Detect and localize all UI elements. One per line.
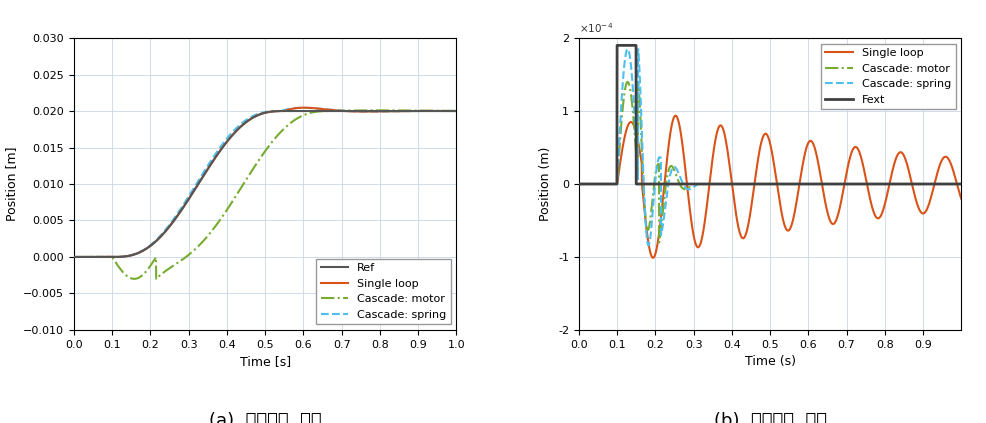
- Cascade: motor: (0.158, -0.003): motor: (0.158, -0.003): [128, 276, 140, 281]
- Cascade: spring: (1, 0): spring: (1, 0): [955, 181, 967, 187]
- Line: Cascade: spring: Cascade: spring: [579, 49, 961, 245]
- Single loop: [451, 108, 462, 113]
- Single loop: [68, 254, 80, 259]
- X-axis label: Time (s): Time (s): [744, 355, 796, 368]
- Line: Cascade: motor: Cascade: motor: [74, 110, 457, 279]
- Cascade: spring: (0.599, 0.0204): spring: (0.599, 0.0204): [297, 105, 309, 110]
- Ref: [298, 108, 310, 113]
- Fext: [607, 181, 619, 187]
- Cascade: motor: (1, 0): motor: (1, 0): [955, 181, 967, 187]
- Cascade: motor: (0.372, 0): motor: (0.372, 0): [716, 181, 728, 187]
- Single loop: [89, 254, 101, 259]
- Single loop: [210, 154, 222, 159]
- Cascade: motor: (0, 0): motor: (0, 0): [68, 254, 80, 259]
- Single loop: [383, 109, 394, 114]
- Cascade: motor: (0.602, 0): motor: (0.602, 0): [804, 181, 815, 187]
- Ref: [77, 254, 89, 259]
- Y-axis label: Position (m): Position (m): [539, 147, 552, 221]
- Cascade: motor: (0.0225, 0): motor: (0.0225, 0): [77, 254, 89, 259]
- Cascade: motor: (0.054, 0): motor: (0.054, 0): [594, 181, 605, 187]
- X-axis label: Time [s]: Time [s]: [240, 355, 291, 368]
- Cascade: motor: (0.824, 0): motor: (0.824, 0): [888, 181, 900, 187]
- Cascade: spring: (0.128, 0.000185): spring: (0.128, 0.000185): [622, 47, 634, 52]
- Single loop: [77, 254, 89, 259]
- Legend: Ref, Single loop, Cascade: motor, Cascade: spring: Ref, Single loop, Cascade: motor, Cascad…: [317, 259, 451, 324]
- Single loop: [103, 254, 114, 259]
- Ref: [278, 108, 290, 113]
- Fext: [611, 43, 623, 48]
- Cascade: spring: (0.602, 0): spring: (0.602, 0): [804, 181, 815, 187]
- Single loop: [804, 139, 815, 144]
- Line: Cascade: spring: Cascade: spring: [74, 108, 457, 257]
- Fext: [573, 181, 585, 187]
- Cascade: spring: (1, 0.02): spring: (1, 0.02): [451, 108, 462, 113]
- Fext: [955, 181, 967, 187]
- Cascade: spring: (0, 0): spring: (0, 0): [573, 181, 585, 187]
- Ref: [103, 254, 114, 259]
- Fext: [888, 181, 900, 187]
- Ref: [451, 108, 462, 113]
- Cascade: motor: (0.128, 0.00014): motor: (0.128, 0.00014): [622, 80, 634, 85]
- Cascade: motor: (0.372, 0.00436): motor: (0.372, 0.00436): [210, 222, 222, 228]
- Line: Fext: Fext: [579, 45, 961, 184]
- Text: (b)  외란제거  성능: (b) 외란제거 성능: [714, 412, 826, 423]
- Cascade: motor: (1, 0.02): motor: (1, 0.02): [451, 108, 462, 113]
- Single loop: [647, 255, 659, 260]
- Line: Single loop: Single loop: [579, 115, 961, 258]
- Single loop: [888, 162, 900, 167]
- Single loop: [594, 181, 605, 187]
- Cascade: motor: (0, 0): motor: (0, 0): [573, 181, 585, 187]
- Text: $\times$10$^{-4}$: $\times$10$^{-4}$: [579, 21, 613, 35]
- Single loop: [298, 105, 310, 110]
- Line: Cascade: motor: Cascade: motor: [579, 82, 961, 242]
- Cascade: motor: (0.21, -8e-05): motor: (0.21, -8e-05): [654, 240, 666, 245]
- Cascade: spring: (0.089, 0): spring: (0.089, 0): [607, 181, 619, 187]
- Cascade: motor: (0.824, 0.0201): motor: (0.824, 0.0201): [384, 108, 395, 113]
- Cascade: spring: (0.372, 0): spring: (0.372, 0): [716, 181, 728, 187]
- Cascade: spring: (0.602, 0.0204): spring: (0.602, 0.0204): [298, 105, 310, 110]
- Cascade: spring: (0.182, -8.4e-05): spring: (0.182, -8.4e-05): [643, 243, 655, 248]
- Fext: [715, 181, 727, 187]
- Single loop: [573, 181, 585, 187]
- Ref: [68, 254, 80, 259]
- Cascade: spring: (0.371, 0.0142): spring: (0.371, 0.0142): [210, 151, 222, 156]
- Ref: [210, 154, 222, 159]
- Cascade: motor: (0.054, 0): motor: (0.054, 0): [89, 254, 101, 259]
- Cascade: motor: (0.089, 0): motor: (0.089, 0): [103, 254, 114, 259]
- Single loop: [955, 196, 967, 201]
- Ref: [383, 108, 394, 113]
- Cascade: motor: (0.089, 0): motor: (0.089, 0): [607, 181, 619, 187]
- Single loop: [607, 181, 619, 187]
- Fext: [803, 181, 814, 187]
- Cascade: spring: (0.824, 0): spring: (0.824, 0): [888, 181, 900, 187]
- Cascade: spring: (0.0225, 0): spring: (0.0225, 0): [77, 254, 89, 259]
- Cascade: motor: (0.0225, 0): motor: (0.0225, 0): [582, 181, 594, 187]
- Fext: [594, 181, 605, 187]
- Cascade: spring: (0, 0): spring: (0, 0): [68, 254, 80, 259]
- Legend: Single loop, Cascade: motor, Cascade: spring, Fext: Single loop, Cascade: motor, Cascade: sp…: [821, 44, 955, 109]
- Single loop: [582, 181, 594, 187]
- Y-axis label: Position [m]: Position [m]: [5, 147, 18, 221]
- Line: Ref: Ref: [74, 111, 457, 257]
- Cascade: spring: (0.824, 0.02): spring: (0.824, 0.02): [383, 109, 394, 114]
- Cascade: motor: (0.602, 0.0195): motor: (0.602, 0.0195): [298, 113, 310, 118]
- Single loop: [298, 105, 310, 110]
- Cascade: spring: (0.054, 0): spring: (0.054, 0): [89, 254, 101, 259]
- Single loop: [669, 113, 681, 118]
- Line: Single loop: Single loop: [74, 108, 457, 257]
- Cascade: motor: (0.796, 0.0201): motor: (0.796, 0.0201): [373, 108, 385, 113]
- Single loop: [716, 123, 728, 128]
- Text: (a)  지령추종  성능: (a) 지령추종 성능: [209, 412, 321, 423]
- Cascade: spring: (0.0225, 0): spring: (0.0225, 0): [582, 181, 594, 187]
- Fext: [582, 181, 594, 187]
- Ref: [89, 254, 101, 259]
- Cascade: spring: (0.054, 0): spring: (0.054, 0): [594, 181, 605, 187]
- Cascade: spring: (0.089, 0): spring: (0.089, 0): [103, 254, 114, 259]
